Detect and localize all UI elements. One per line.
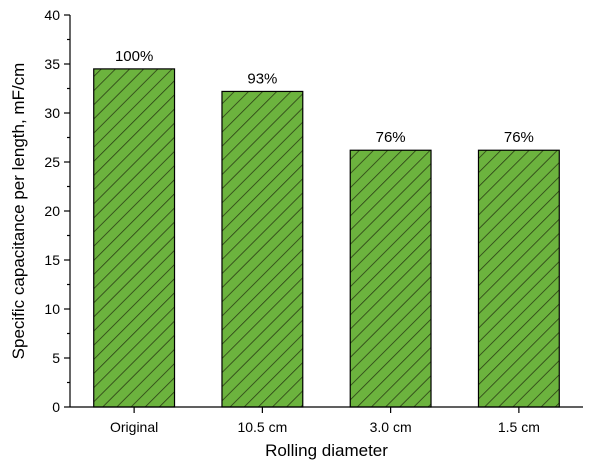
y-axis-title: Specific capacitance per length, mF/cm [9,63,28,360]
y-tick-label: 5 [52,350,60,366]
bar [349,149,432,408]
y-tick-label: 30 [44,105,60,121]
y-tick-label: 35 [44,56,60,72]
bars-layer [93,68,560,408]
x-tick-label: 3.0 cm [370,419,412,435]
bar-data-label: 76% [504,129,534,146]
x-axis-title: Rolling diameter [265,441,388,460]
bar [221,90,304,408]
bar-data-label: 76% [376,129,406,146]
y-tick-label: 10 [44,301,60,317]
bar-data-label: 93% [247,70,277,87]
x-tick-label: 1.5 cm [498,419,540,435]
y-tick-label: 0 [52,399,60,415]
y-tick-label: 25 [44,154,60,170]
y-tick-label: 15 [44,252,60,268]
x-tick-label: Original [110,419,158,435]
bar-data-label: 100% [115,48,153,65]
bar [477,149,560,408]
axes: 0 5 10 15 20 25 30 35 40 Original 10.5 cm 3.0 cm 1.… [44,7,583,435]
data-labels-layer: 100% 93% 76% 76% [115,48,534,146]
y-ticks: 0 5 10 15 20 25 30 35 40 [44,7,70,415]
x-tick-label: 10.5 cm [237,419,287,435]
bar [93,68,176,408]
y-tick-label: 40 [44,7,60,23]
x-ticks: Original 10.5 cm 3.0 cm 1.5 cm [110,407,540,435]
y-tick-label: 20 [44,203,60,219]
